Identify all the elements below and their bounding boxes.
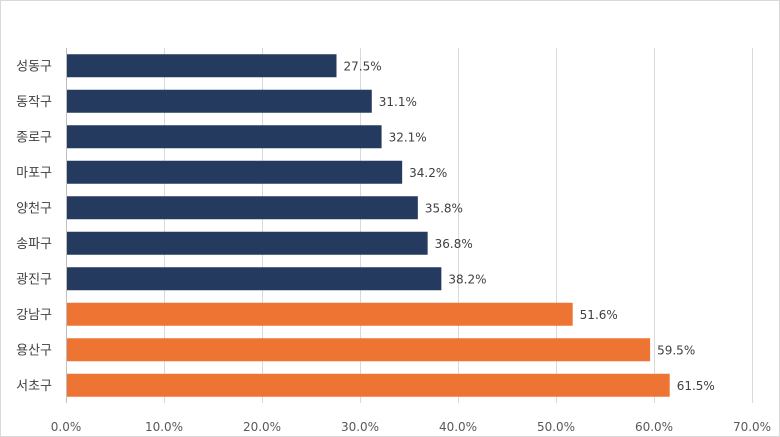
x-tick-label-4: 40.0% [439,420,477,434]
value-label-7: 38.2% [448,272,486,286]
category-label-3: 종로구 [16,130,52,145]
value-label-3: 32.1% [389,130,427,144]
bar-2 [67,89,372,113]
bar-9 [67,338,651,362]
x-tick-label-3: 30.0% [341,420,379,434]
category-label-2: 동작구 [16,95,52,110]
x-tick-label-7: 70.0% [733,420,771,434]
x-tick-label-1: 10.0% [145,420,183,434]
category-label-6: 송파구 [16,237,52,252]
category-label-9: 용산구 [16,343,52,358]
category-label-10: 서초구 [16,379,52,394]
bar-1 [67,54,337,78]
bar-7 [67,267,442,291]
value-label-6: 36.8% [435,237,473,251]
bar-4 [67,160,403,184]
bar-10 [67,373,670,397]
value-label-8: 51.6% [580,308,618,322]
x-tick-label-6: 60.0% [635,420,673,434]
bar-3 [67,125,382,149]
value-label-9: 59.5% [657,343,695,357]
value-label-1: 27.5% [344,59,382,73]
bar-5 [67,196,418,220]
value-label-10: 61.5% [677,379,715,393]
category-label-1: 성동구 [16,59,52,74]
value-label-4: 34.2% [409,166,447,180]
category-label-5: 양천구 [16,201,52,216]
x-tick-label-5: 50.0% [537,420,575,434]
bar-6 [67,231,428,255]
category-label-4: 마포구 [16,166,52,181]
value-label-5: 35.8% [425,201,463,215]
category-label-8: 강남구 [16,308,52,323]
bar-8 [67,302,573,326]
x-tick-label-0: 0.0% [51,420,82,434]
x-tick-label-2: 20.0% [243,420,281,434]
value-label-2: 31.1% [379,95,417,109]
category-label-7: 광진구 [16,272,52,287]
